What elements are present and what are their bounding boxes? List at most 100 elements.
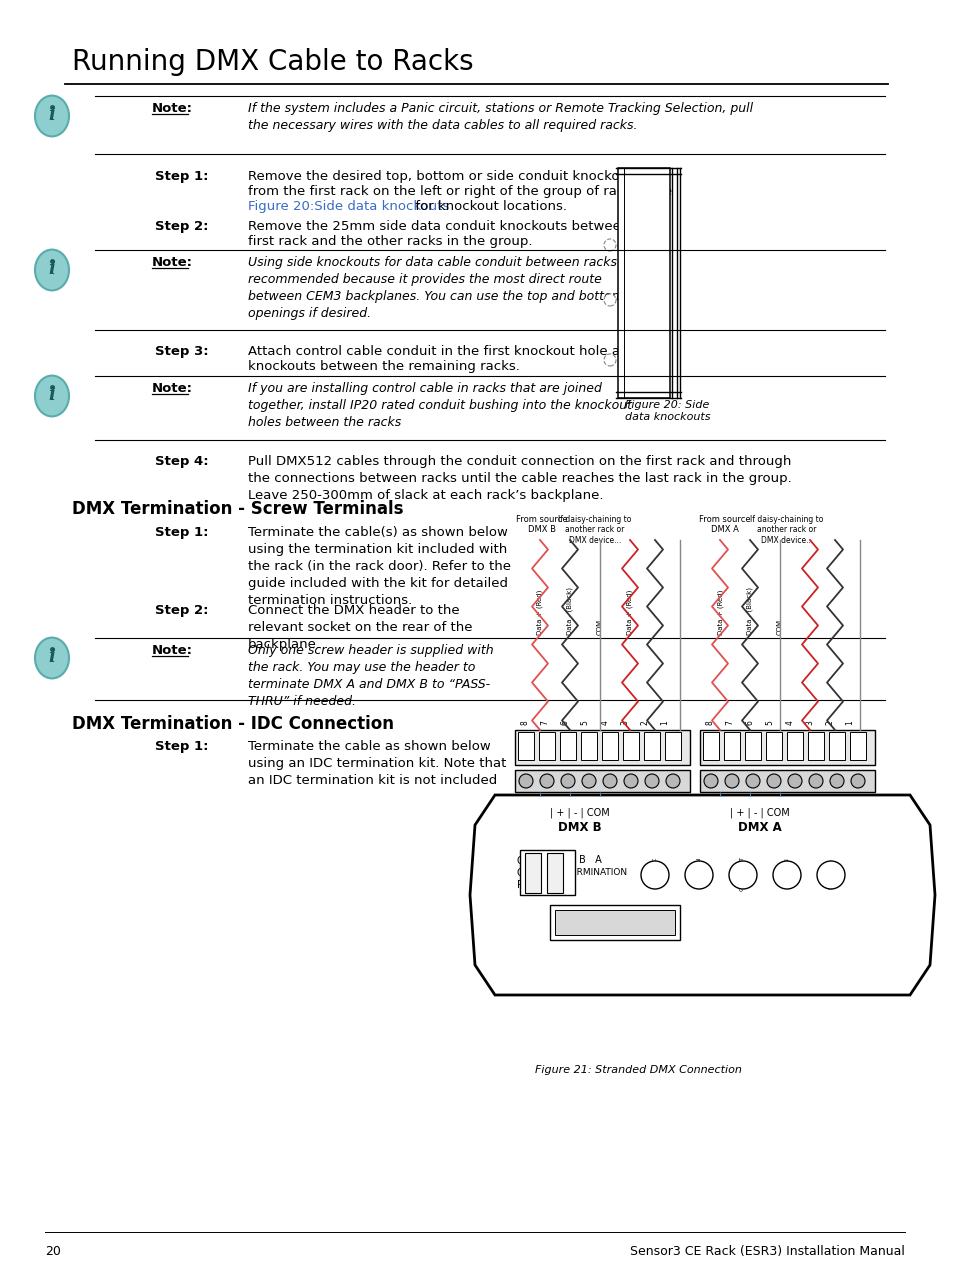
Text: Step 4:: Step 4: bbox=[154, 455, 209, 468]
Circle shape bbox=[703, 773, 718, 787]
Text: Step 1:: Step 1: bbox=[154, 527, 209, 539]
Circle shape bbox=[745, 773, 760, 787]
Circle shape bbox=[602, 773, 617, 787]
Text: 4: 4 bbox=[784, 720, 794, 725]
Text: Terminate the cable(s) as shown below
using the termination kit included with
th: Terminate the cable(s) as shown below us… bbox=[248, 527, 511, 607]
Text: 3: 3 bbox=[619, 720, 629, 725]
Bar bbox=[546, 854, 562, 893]
Bar bbox=[807, 731, 823, 759]
Text: Note:: Note: bbox=[152, 102, 193, 114]
Bar bbox=[849, 731, 865, 759]
Text: 2: 2 bbox=[639, 720, 649, 725]
Text: +: + bbox=[669, 778, 676, 784]
Ellipse shape bbox=[35, 95, 69, 136]
Bar bbox=[702, 731, 719, 759]
Bar bbox=[622, 731, 639, 759]
Text: DMX Termination - Screw Terminals: DMX Termination - Screw Terminals bbox=[71, 500, 403, 518]
Text: If daisy-chaining to
another rack or
DMX device...: If daisy-chaining to another rack or DMX… bbox=[749, 515, 822, 544]
Text: | + | - | COM: | + | - | COM bbox=[550, 806, 609, 818]
Text: From source
DMX B: From source DMX B bbox=[516, 515, 567, 534]
Ellipse shape bbox=[35, 249, 69, 290]
Text: 8: 8 bbox=[705, 720, 714, 725]
Text: Remove the desired top, bottom or side conduit knockout: Remove the desired top, bottom or side c… bbox=[248, 170, 633, 183]
Text: Step 2:: Step 2: bbox=[154, 604, 209, 617]
Circle shape bbox=[787, 773, 801, 787]
Text: 4: 4 bbox=[599, 720, 609, 725]
Text: 5: 5 bbox=[579, 720, 589, 725]
Text: i: i bbox=[49, 106, 55, 123]
Text: Running DMX Cable to Racks: Running DMX Cable to Racks bbox=[71, 48, 473, 76]
Circle shape bbox=[644, 773, 659, 787]
Text: +: + bbox=[522, 778, 528, 784]
Bar bbox=[559, 731, 576, 759]
Text: +: + bbox=[627, 778, 634, 784]
Ellipse shape bbox=[35, 375, 69, 416]
Bar bbox=[517, 731, 534, 759]
Circle shape bbox=[816, 861, 844, 889]
Text: 7: 7 bbox=[724, 720, 734, 725]
Text: +: + bbox=[585, 778, 591, 784]
Text: 20: 20 bbox=[45, 1245, 61, 1258]
Circle shape bbox=[684, 861, 712, 889]
Text: COMMON: COMMON bbox=[783, 857, 789, 887]
Circle shape bbox=[850, 773, 864, 787]
Text: Step 1:: Step 1: bbox=[154, 740, 209, 753]
Circle shape bbox=[581, 773, 596, 787]
Text: STATION+: STATION+ bbox=[827, 857, 833, 889]
Bar bbox=[828, 731, 844, 759]
Text: 8: 8 bbox=[520, 720, 529, 725]
Text: 2: 2 bbox=[824, 720, 834, 725]
Bar bbox=[786, 731, 802, 759]
PathPatch shape bbox=[470, 795, 934, 995]
Text: DMX Termination - IDC Connection: DMX Termination - IDC Connection bbox=[71, 715, 394, 733]
Text: Data + (Red): Data + (Red) bbox=[717, 590, 723, 635]
Text: +: + bbox=[543, 778, 549, 784]
Text: Data + (Red): Data + (Red) bbox=[626, 590, 633, 635]
Text: Figure 21: Stranded DMX Connection: Figure 21: Stranded DMX Connection bbox=[535, 1065, 741, 1075]
Circle shape bbox=[623, 773, 638, 787]
Text: Only one screw header is supplied with
the rack. You may use the header to
termi: Only one screw header is supplied with t… bbox=[248, 644, 493, 709]
Text: +: + bbox=[606, 778, 612, 784]
Text: Attach control cable conduit in the first knockout hole and the
knockouts betwee: Attach control cable conduit in the firs… bbox=[248, 345, 662, 373]
Text: Figure 20: Side
data knockouts: Figure 20: Side data knockouts bbox=[624, 399, 710, 421]
Text: From source
DMX A: From source DMX A bbox=[699, 515, 750, 534]
Text: Sensor3 CE Rack (ESR3) Installation Manual: Sensor3 CE Rack (ESR3) Installation Manu… bbox=[630, 1245, 904, 1258]
Text: Pull DMX512 cables through the conduit connection on the first rack and through
: Pull DMX512 cables through the conduit c… bbox=[248, 455, 791, 502]
Bar bbox=[538, 731, 555, 759]
Text: 6: 6 bbox=[560, 720, 569, 725]
Text: Step 2:: Step 2: bbox=[154, 220, 209, 233]
Bar bbox=[550, 904, 679, 940]
Bar bbox=[700, 770, 874, 792]
Text: from the first rack on the left or right of the group of racks. See: from the first rack on the left or right… bbox=[248, 184, 672, 198]
Text: DMX TERMINATION: DMX TERMINATION bbox=[542, 868, 627, 876]
Bar bbox=[744, 731, 760, 759]
Text: DMXC: DMXC bbox=[652, 857, 657, 875]
Circle shape bbox=[728, 861, 757, 889]
Circle shape bbox=[766, 773, 781, 787]
Text: i: i bbox=[49, 259, 55, 279]
Text: Using side knockouts for data cable conduit between racks is
recommended because: Using side knockouts for data cable cond… bbox=[248, 256, 630, 321]
Bar bbox=[524, 854, 540, 893]
Text: +: + bbox=[564, 778, 570, 784]
Bar bbox=[601, 731, 618, 759]
Text: If you are installing control cable in racks that are joined
together, install I: If you are installing control cable in r… bbox=[248, 382, 631, 429]
Text: 6: 6 bbox=[744, 720, 754, 725]
Circle shape bbox=[603, 239, 616, 251]
Bar bbox=[643, 731, 659, 759]
Circle shape bbox=[603, 294, 616, 307]
Text: i: i bbox=[49, 385, 55, 404]
Text: Data - (Black): Data - (Black) bbox=[566, 586, 573, 635]
Text: 3: 3 bbox=[804, 720, 814, 725]
Ellipse shape bbox=[35, 637, 69, 678]
Text: Step 1:: Step 1: bbox=[154, 170, 209, 183]
Circle shape bbox=[539, 773, 554, 787]
Text: BEACON: BEACON bbox=[696, 857, 700, 883]
Circle shape bbox=[518, 773, 533, 787]
Text: Connect the DMX header to the
relevant socket on the rear of the
backplane.: Connect the DMX header to the relevant s… bbox=[248, 604, 472, 651]
Text: Data + (Red): Data + (Red) bbox=[537, 590, 542, 635]
Text: Note:: Note: bbox=[152, 644, 193, 658]
Text: +: + bbox=[648, 778, 655, 784]
Circle shape bbox=[603, 354, 616, 366]
Bar bbox=[515, 730, 689, 764]
Bar bbox=[664, 731, 680, 759]
